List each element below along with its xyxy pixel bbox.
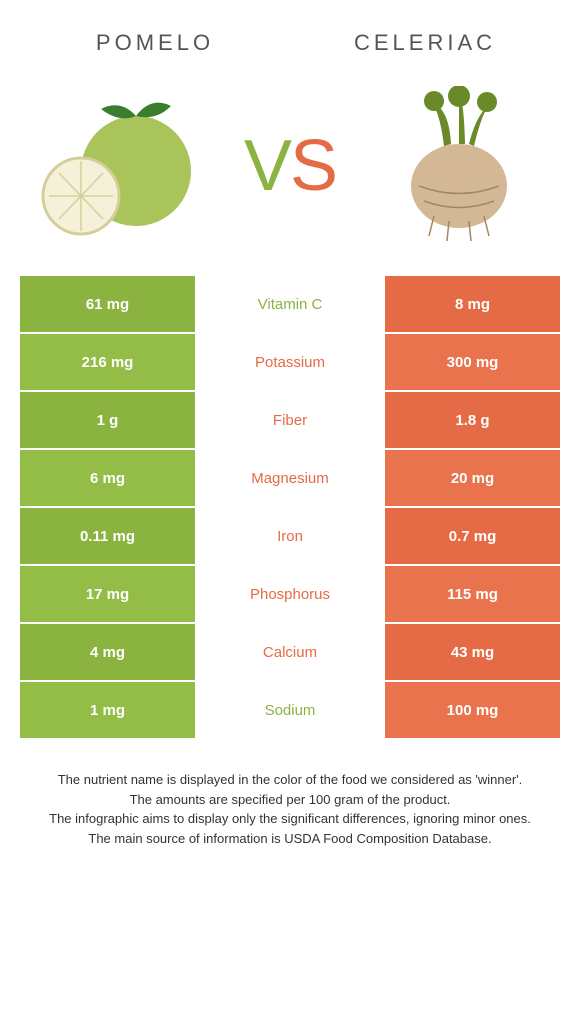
value-left: 6 mg: [20, 450, 195, 506]
vs-s: S: [290, 126, 336, 206]
images-row: VS: [0, 66, 580, 276]
food-title-right: CELERIAC: [325, 30, 525, 56]
value-right: 8 mg: [385, 276, 560, 332]
value-left: 1 g: [20, 392, 195, 448]
table-row: 61 mgVitamin C8 mg: [20, 276, 560, 332]
value-left: 1 mg: [20, 682, 195, 738]
pomelo-image: [41, 86, 201, 246]
value-right: 1.8 g: [385, 392, 560, 448]
footer-line: The main source of information is USDA F…: [20, 829, 560, 849]
value-right: 0.7 mg: [385, 508, 560, 564]
nutrient-label: Fiber: [195, 392, 385, 448]
value-right: 43 mg: [385, 624, 560, 680]
value-left: 4 mg: [20, 624, 195, 680]
value-left: 61 mg: [20, 276, 195, 332]
value-right: 100 mg: [385, 682, 560, 738]
table-row: 17 mgPhosphorus115 mg: [20, 566, 560, 622]
footer-notes: The nutrient name is displayed in the co…: [0, 740, 580, 848]
value-left: 216 mg: [20, 334, 195, 390]
header-row: POMELO CELERIAC: [0, 0, 580, 66]
table-row: 4 mgCalcium43 mg: [20, 624, 560, 680]
table-row: 1 mgSodium100 mg: [20, 682, 560, 738]
value-right: 300 mg: [385, 334, 560, 390]
value-right: 115 mg: [385, 566, 560, 622]
footer-line: The amounts are specified per 100 gram o…: [20, 790, 560, 810]
celeriac-image: [379, 86, 539, 246]
nutrient-label: Magnesium: [195, 450, 385, 506]
nutrient-label: Phosphorus: [195, 566, 385, 622]
nutrient-label: Calcium: [195, 624, 385, 680]
table-row: 0.11 mgIron0.7 mg: [20, 508, 560, 564]
table-row: 6 mgMagnesium20 mg: [20, 450, 560, 506]
footer-line: The nutrient name is displayed in the co…: [20, 770, 560, 790]
food-title-left: POMELO: [55, 30, 255, 56]
nutrient-label: Potassium: [195, 334, 385, 390]
value-left: 0.11 mg: [20, 508, 195, 564]
nutrient-label: Vitamin C: [195, 276, 385, 332]
footer-line: The infographic aims to display only the…: [20, 809, 560, 829]
value-left: 17 mg: [20, 566, 195, 622]
vs-label: VS: [244, 125, 336, 207]
table-row: 1 gFiber1.8 g: [20, 392, 560, 448]
value-right: 20 mg: [385, 450, 560, 506]
nutrient-table: 61 mgVitamin C8 mg216 mgPotassium300 mg1…: [20, 276, 560, 738]
nutrient-label: Iron: [195, 508, 385, 564]
table-row: 216 mgPotassium300 mg: [20, 334, 560, 390]
nutrient-label: Sodium: [195, 682, 385, 738]
vs-v: V: [244, 126, 290, 206]
